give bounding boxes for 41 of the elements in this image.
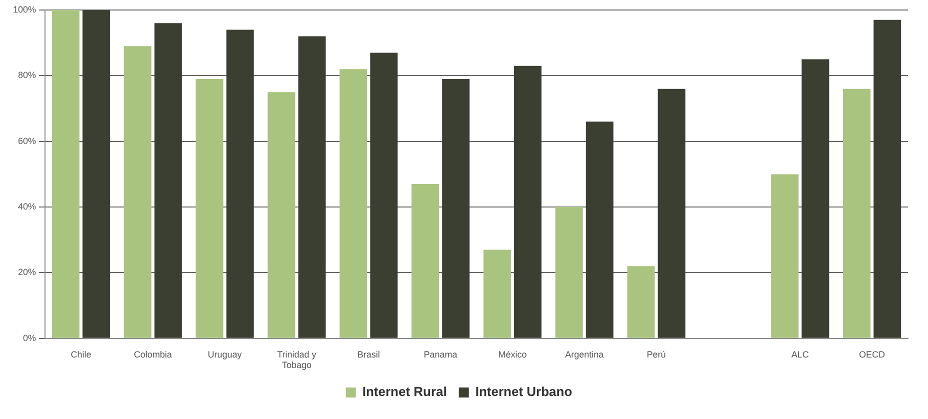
bar xyxy=(340,69,368,338)
bar xyxy=(843,88,871,338)
x-tick-label: ALC xyxy=(791,349,810,360)
bar xyxy=(514,66,542,338)
y-tick-label: 80% xyxy=(18,70,36,80)
x-tick-label: Brasil xyxy=(357,349,380,360)
bar xyxy=(586,122,614,338)
x-tick-label: OECD xyxy=(859,349,886,360)
y-tick-label: 20% xyxy=(18,267,36,278)
bar xyxy=(226,30,254,338)
bar xyxy=(483,250,511,338)
y-tick-label: 100% xyxy=(12,4,36,14)
x-tick-label: Chile xyxy=(70,349,92,360)
bar xyxy=(124,46,152,338)
bar xyxy=(268,92,296,338)
bar xyxy=(555,207,583,338)
bar xyxy=(52,10,80,338)
bar xyxy=(874,20,902,338)
x-tick-label: Colombia xyxy=(134,349,172,360)
bar xyxy=(196,78,224,338)
x-tick-label: Perú xyxy=(646,349,666,360)
bar xyxy=(412,184,440,338)
bar xyxy=(771,174,799,338)
x-tick-label: Panama xyxy=(424,349,458,360)
bar xyxy=(370,52,398,338)
bar xyxy=(442,78,470,338)
bar xyxy=(658,88,686,338)
bar xyxy=(82,10,110,338)
legend-label: Internet Urbano xyxy=(475,384,572,400)
bar xyxy=(154,23,182,338)
y-tick-label: 0% xyxy=(23,332,36,343)
x-tick-label: Trinidad y Tobago xyxy=(277,349,317,370)
bar xyxy=(627,266,655,338)
y-tick-label: 40% xyxy=(18,202,36,212)
x-tick-label: Argentina xyxy=(565,349,604,360)
bar xyxy=(298,36,326,338)
y-tick-label: 60% xyxy=(18,136,36,146)
x-tick-label: México xyxy=(498,349,527,360)
legend-label: Internet Rural xyxy=(362,384,447,400)
x-tick-label: Uruguay xyxy=(208,349,242,360)
bar xyxy=(802,59,830,338)
